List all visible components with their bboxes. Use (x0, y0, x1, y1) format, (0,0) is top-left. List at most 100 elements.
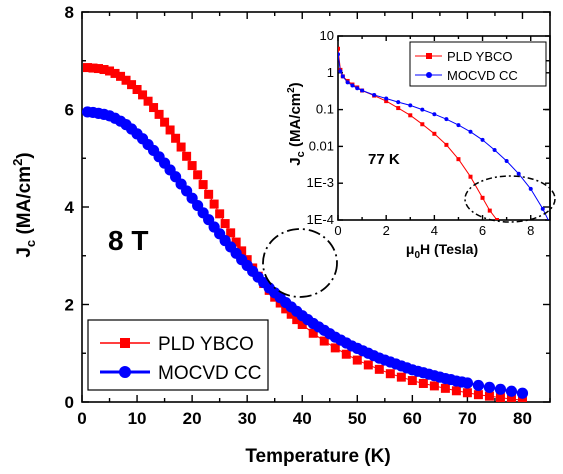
inset-series-group (338, 46, 549, 220)
inset-x-label-sub: 0 (414, 250, 420, 261)
inset-legend-marker-pld (426, 53, 432, 59)
main-series (82, 63, 529, 402)
inset-x-tick-label: 4 (431, 223, 438, 238)
main-y-tick-labels: 0 2 4 6 8 (65, 3, 75, 412)
pld-point (407, 376, 417, 386)
pld-point (418, 378, 428, 388)
main-x-tick-label: 50 (348, 409, 367, 428)
inset-mocvd-point (528, 186, 533, 191)
pld-point (83, 63, 93, 73)
pld-point (204, 189, 214, 199)
mocvd-point (483, 381, 496, 393)
inset-mocvd-point (345, 80, 350, 85)
pld-point (429, 381, 439, 391)
pld-point (127, 80, 137, 90)
pld-point (473, 390, 483, 400)
main-x-tick-label: 30 (238, 409, 257, 428)
mocvd-point (505, 385, 518, 397)
pld-point (160, 117, 170, 127)
pld-point (462, 388, 472, 398)
pld-point (286, 309, 296, 319)
pld-point (209, 199, 219, 209)
main-y-axis-label: Jc (MA/cm2) (10, 152, 38, 257)
pld-point (149, 103, 159, 113)
inset-mocvd-point (516, 171, 521, 176)
main-x-tick-labels: 0 10 20 30 40 50 60 70 80 (77, 409, 532, 428)
legend-marker-mocvd (119, 366, 131, 378)
pld-point (226, 228, 236, 238)
inset-plot-frame (337, 35, 551, 221)
pld-point (110, 68, 120, 78)
mocvd-point (472, 379, 485, 392)
inset-y-tick-label: 1E-3 (307, 175, 334, 190)
inset-series (338, 46, 549, 220)
inset-y-axis-label: Jc (MA/cm2) (286, 82, 307, 165)
pld-point (88, 63, 98, 73)
pld-point (171, 133, 181, 143)
legend-label-pld: PLD YBCO (158, 334, 254, 355)
pld-point (297, 319, 307, 329)
pld-point (281, 304, 291, 314)
inset-pld-point (384, 99, 389, 104)
main-y-label-j: J (14, 247, 35, 258)
inset-y-tick-label: 1E-4 (307, 212, 334, 227)
main-x-tick-label: 20 (183, 409, 202, 428)
pld-point (176, 142, 186, 152)
legend-label-mocvd: MOCVD CC (158, 363, 261, 384)
pld-point (440, 383, 450, 393)
inset-pld-point (432, 131, 437, 136)
inset-pld-point (338, 46, 340, 51)
mocvd-point (461, 377, 474, 389)
inset-mocvd-point (396, 100, 401, 105)
main-x-tick-label: 40 (293, 409, 312, 428)
main-x-tick-label: 80 (513, 409, 532, 428)
inset-y-tick-labels: 10 1 0.1 0.01 1E-3 1E-4 (307, 28, 334, 227)
inset-mocvd-point (492, 147, 497, 152)
main-legend: PLD YBCO MOCVD CC (87, 319, 269, 391)
inset-mocvd-point (480, 137, 485, 142)
inset-x-tick-label: 8 (527, 223, 534, 238)
pld-point (451, 386, 461, 396)
pld-point (143, 96, 153, 106)
pld-point (121, 75, 131, 85)
main-series-group (82, 63, 529, 402)
inset-pld-point (456, 157, 461, 162)
inset-x-label-mu: μ (406, 241, 415, 257)
inset-x-tick-labels: 0 2 4 6 8 (334, 223, 534, 238)
inset-y-tick-label: 10 (320, 28, 334, 43)
inset-legend-label-mocvd: MOCVD CC (447, 68, 518, 83)
inset-legend: PLD YBCO MOCVD CC (409, 41, 547, 87)
pld-point (165, 125, 175, 135)
inset-pld-point (420, 122, 425, 127)
pld-point (396, 372, 406, 382)
pld-point (237, 246, 247, 256)
pld-point (182, 151, 192, 161)
inset-mocvd-point (468, 129, 473, 134)
pld-point (330, 343, 340, 353)
inset-mocvd-point (432, 112, 437, 117)
inset-mocvd-point (350, 83, 355, 88)
pld-point (495, 393, 505, 402)
main-y-tick-label: 0 (65, 393, 74, 412)
inset-mocvd-point (420, 107, 425, 112)
pld-point (341, 349, 351, 359)
inset-legend-box (409, 41, 547, 87)
pld-point (484, 391, 494, 401)
main-y-label-unit: (MA/cm (14, 166, 35, 240)
main-x-tick-label: 60 (403, 409, 422, 428)
main-y-tick-label: 2 (65, 296, 74, 315)
inset-x-tick-label: 2 (383, 223, 390, 238)
inset-ellipse (464, 175, 556, 223)
main-legend-box (87, 319, 269, 391)
pld-point (154, 109, 164, 119)
inset-pld-point (396, 106, 401, 111)
pld-point (116, 71, 126, 81)
inset-mocvd-point (360, 88, 365, 93)
inset-mocvd-point (408, 103, 413, 108)
inset-x-tick-label: 0 (334, 223, 341, 238)
inset-pld-point (408, 113, 413, 118)
inset-y-tick-label: 0.01 (309, 138, 334, 153)
